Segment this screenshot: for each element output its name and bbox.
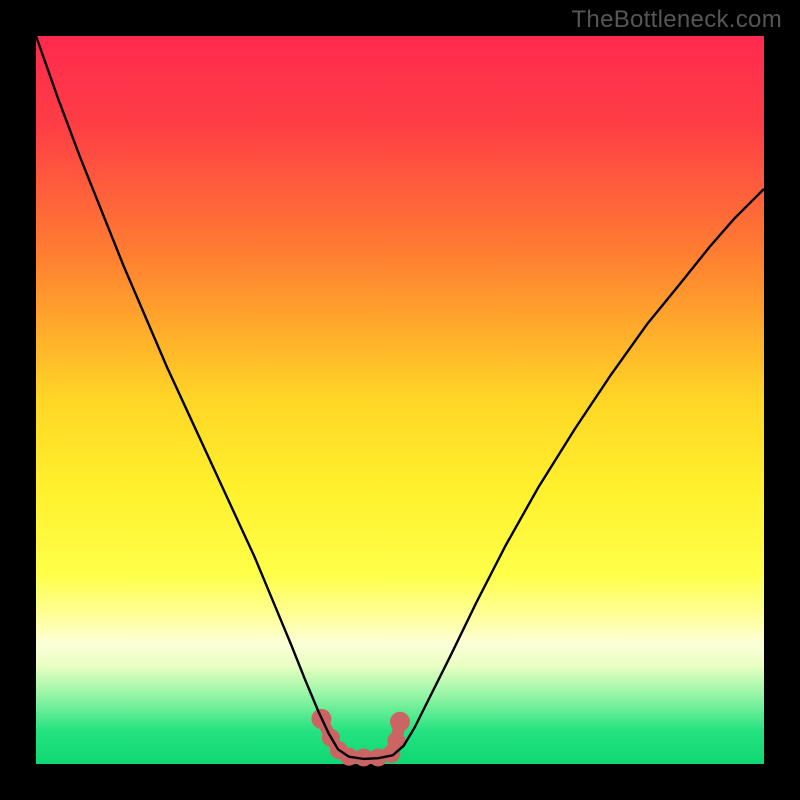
chart-container: TheBottleneck.com — [0, 0, 800, 800]
watermark-text: TheBottleneck.com — [571, 6, 782, 34]
chart-plot-bg — [36, 36, 764, 764]
bottleneck-marker-dot — [390, 712, 410, 732]
bottleneck-chart — [0, 0, 800, 800]
